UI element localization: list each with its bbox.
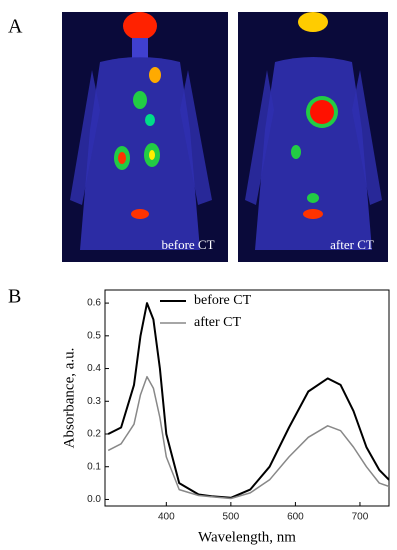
pet-image-after: after CT	[238, 12, 388, 262]
x-axis-label: Wavelength, nm	[198, 529, 296, 545]
line-series	[107, 375, 390, 500]
line-series	[107, 302, 390, 499]
pet-image-before: before CT	[62, 12, 228, 262]
plot-frame	[104, 289, 390, 507]
y-tick-label: 0.4	[87, 363, 101, 374]
image-caption: before CT	[161, 237, 214, 252]
y-tick-label: 0.5	[87, 330, 101, 341]
panel-label: A	[8, 16, 23, 38]
legend-label: before CT	[194, 293, 252, 308]
y-tick-label: 0.1	[87, 461, 101, 472]
y-tick-label: 0.6	[87, 298, 101, 309]
y-tick-label: 0.2	[87, 429, 101, 440]
y-tick-label: 0.0	[87, 494, 101, 505]
x-tick-label: 700	[352, 512, 369, 523]
image-caption: after CT	[330, 237, 374, 252]
x-tick-label: 600	[287, 512, 304, 523]
panel-label: B	[8, 286, 21, 308]
y-tick-label: 0.3	[87, 396, 101, 407]
y-axis-label: Absorbance, a.u.	[61, 348, 77, 449]
x-tick-label: 500	[223, 512, 240, 523]
x-tick-label: 400	[158, 512, 175, 523]
legend-label: after CT	[194, 315, 241, 330]
